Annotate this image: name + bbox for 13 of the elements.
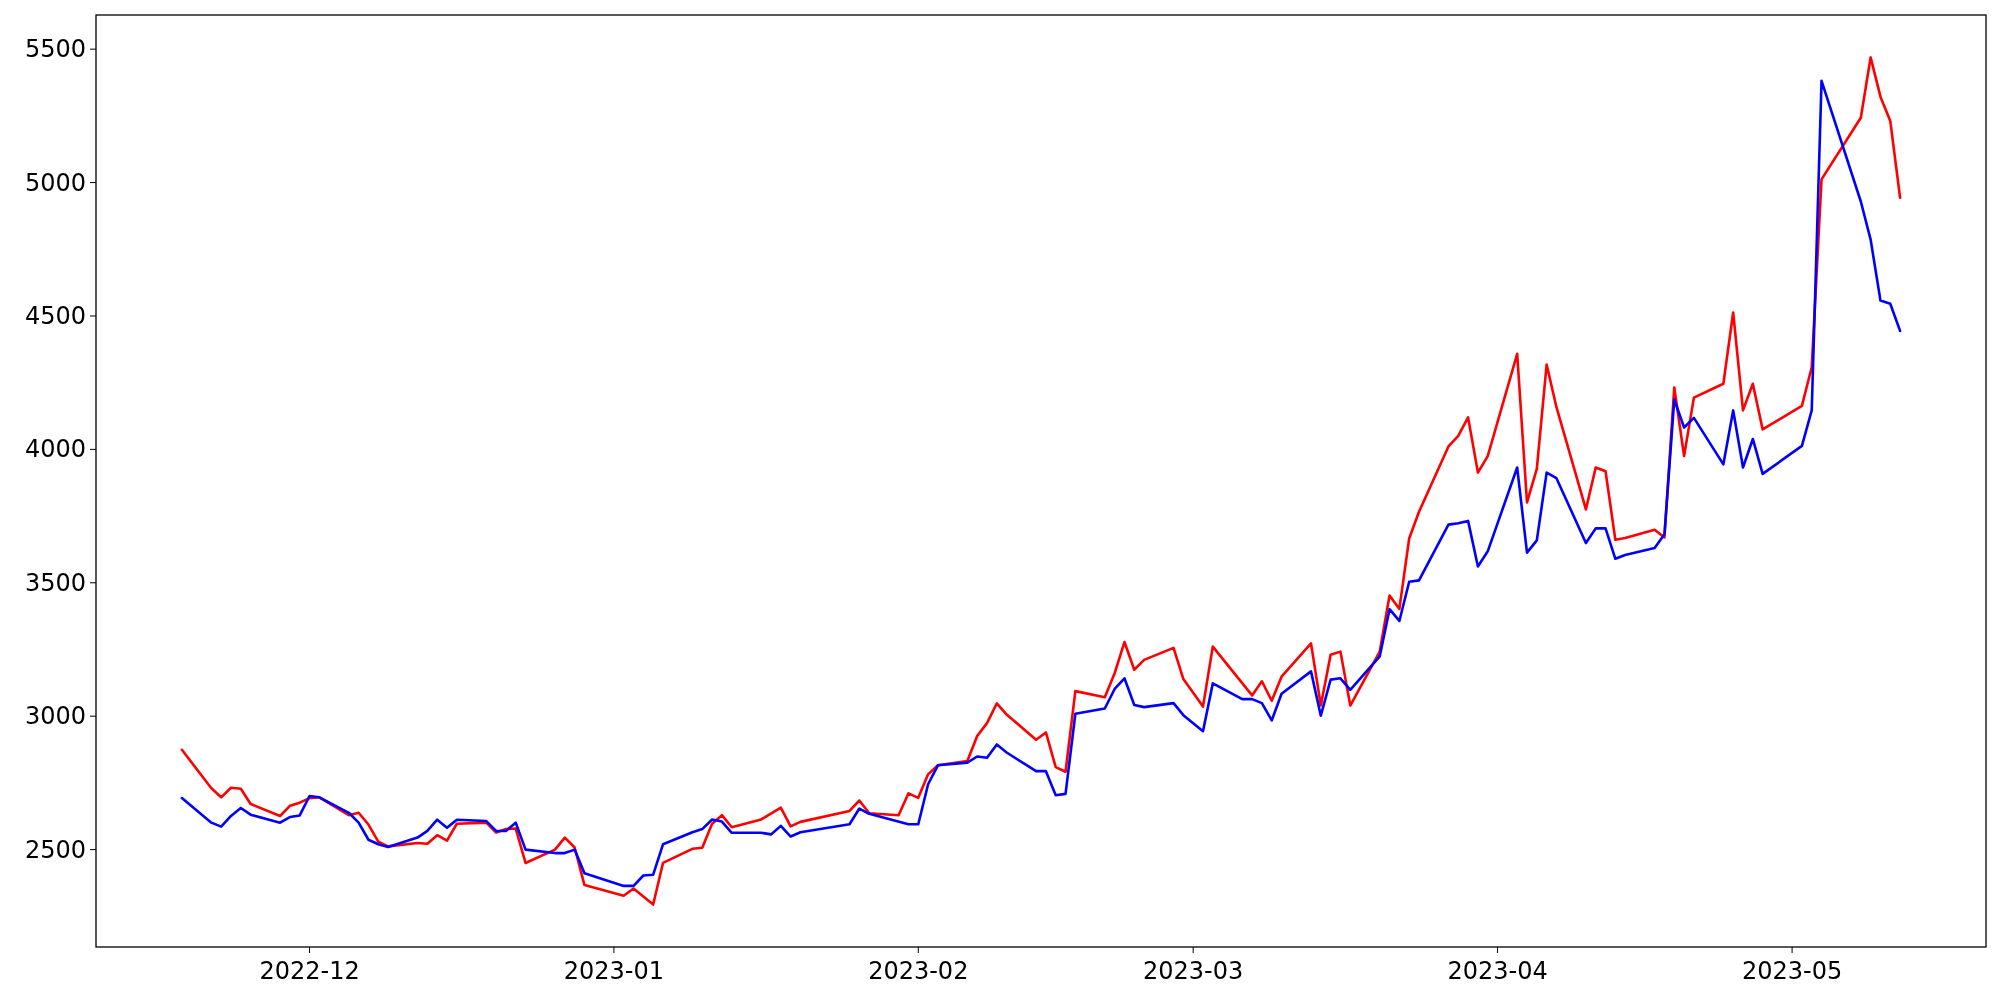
y-tick-label: 2500 — [24, 835, 86, 864]
x-tick-label: 2023-04 — [1447, 957, 1548, 985]
y-tick-label: 3500 — [24, 568, 86, 597]
y-tick-label: 4500 — [24, 301, 86, 330]
x-tick-label: 2023-05 — [1741, 957, 1843, 985]
y-tick-label: 5500 — [24, 35, 86, 64]
x-tick-label: 2023-01 — [563, 957, 665, 985]
y-tick-label: 5000 — [24, 168, 86, 197]
y-tick-label: 3000 — [24, 702, 86, 731]
x-tick-label: 2023-02 — [868, 957, 969, 985]
y-tick-label: 4000 — [24, 435, 86, 464]
x-tick-label: 2022-12 — [259, 957, 360, 985]
x-tick-label: 2023-03 — [1143, 957, 1244, 985]
